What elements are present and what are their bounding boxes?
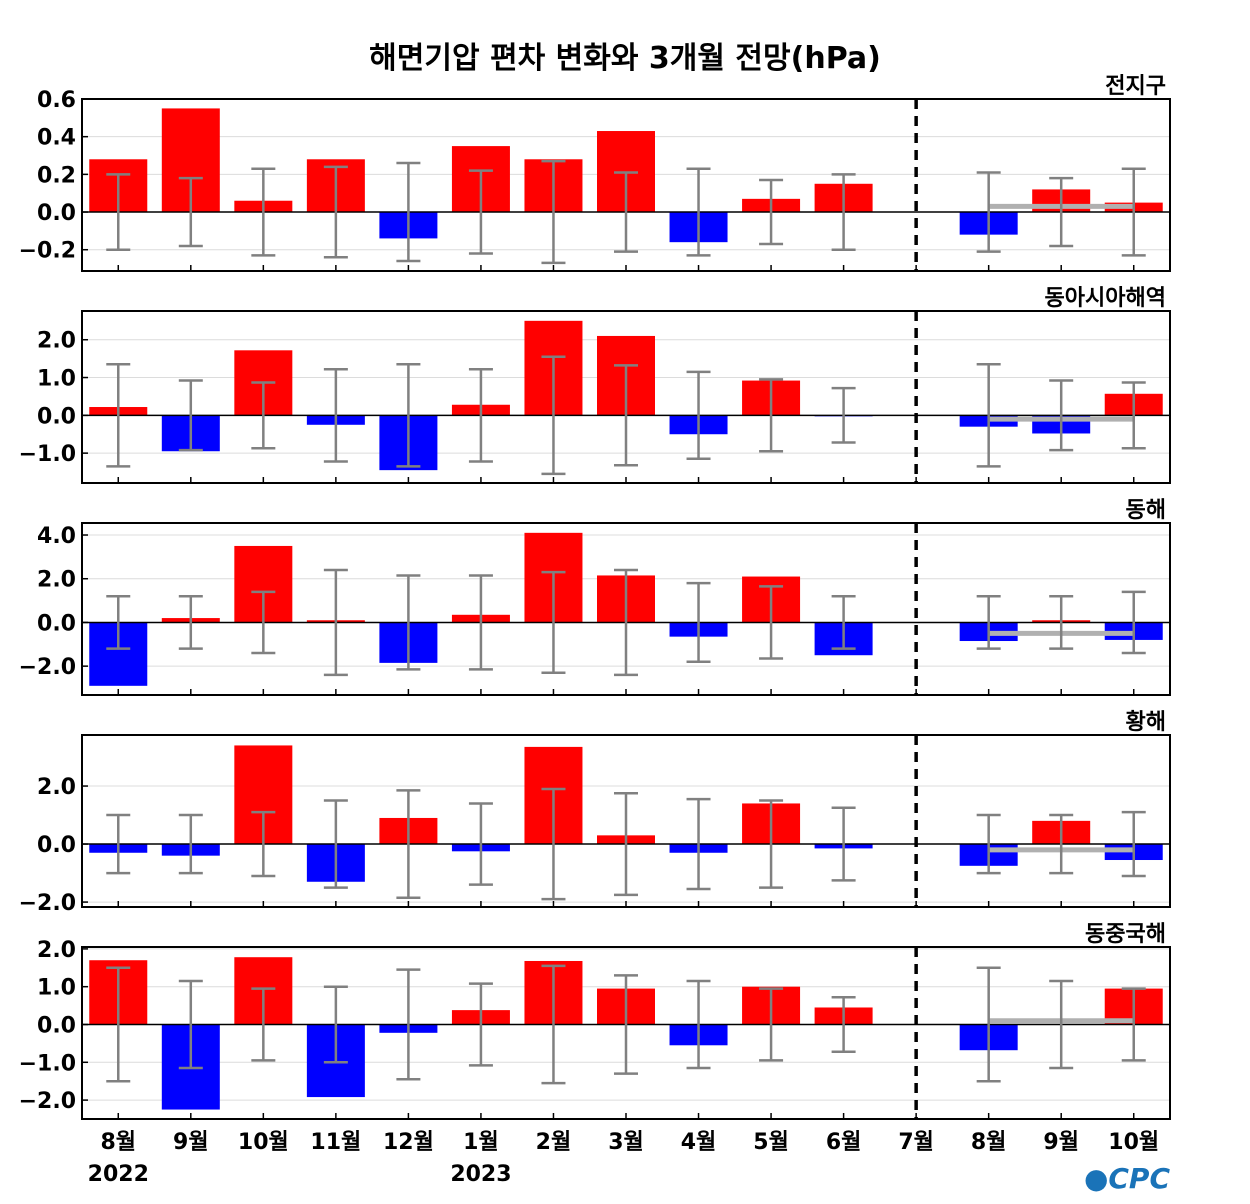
x-tick-label: 8월: [971, 1130, 1007, 1155]
x-tick-label: 5월: [753, 1130, 789, 1155]
panel-frame: [81, 98, 1171, 272]
y-tick-label: −2.0: [19, 655, 76, 680]
cpc-logo: ●CPC: [1084, 1162, 1171, 1195]
y-tick-label: −2.0: [19, 891, 76, 916]
y-tick-label: 2.0: [37, 329, 76, 354]
y-tick-label: 0.0: [37, 404, 76, 429]
panel-2: −2.0 0.0 2.0 4.0 동해: [19, 498, 1171, 696]
x-tick-label: 3월: [608, 1130, 644, 1155]
year-label: 2022: [88, 1162, 149, 1187]
panel-frame: [81, 310, 1171, 484]
y-tick-label: 0.0: [37, 611, 76, 636]
panel-name: 황해: [1126, 710, 1166, 735]
x-tick-label: 6월: [826, 1130, 862, 1155]
x-tick-label: 2월: [536, 1130, 572, 1155]
panel-frame: [81, 734, 1171, 908]
x-tick-label: 9월: [173, 1130, 209, 1155]
panel-3: −2.0 0.0 2.0 황해: [19, 710, 1171, 916]
y-tick-label: 0.4: [37, 126, 76, 151]
chart-title: 해면기압 편차 변화와 3개월 전망(hPa): [369, 41, 881, 76]
panel-name: 전지구: [1105, 74, 1166, 99]
y-tick-label: −1.0: [19, 442, 76, 467]
x-tick-label: 8월: [100, 1130, 136, 1155]
panel-4: −2.0 −1.0 0.0 1.0 2.0 동중국해: [19, 922, 1171, 1120]
y-tick-label: −0.2: [19, 239, 76, 264]
y-tick-label: 0.0: [37, 1013, 76, 1038]
panel-name: 동해: [1126, 498, 1166, 523]
year-label: 2023: [450, 1162, 511, 1187]
panel-name: 동중국해: [1085, 922, 1166, 947]
y-tick-label: 2.0: [37, 775, 76, 800]
y-tick-label: 4.0: [37, 524, 76, 549]
x-tick-label: 11월: [310, 1130, 361, 1155]
x-tick-label: 4월: [681, 1130, 717, 1155]
y-tick-label: 0.2: [37, 163, 76, 188]
x-tick-label: 12월: [383, 1130, 434, 1155]
panel-1: −1.0 0.0 1.0 2.0 동아시아해역: [19, 286, 1171, 484]
y-tick-label: 2.0: [37, 568, 76, 593]
panel-0: −0.2 0.0 0.2 0.4 0.6 전지구: [19, 74, 1171, 272]
panel-name: 동아시아해역: [1045, 286, 1166, 311]
y-tick-label: 1.0: [37, 367, 76, 392]
y-tick-label: 0.0: [37, 201, 76, 226]
x-tick-label: 10월: [238, 1130, 289, 1155]
x-tick-label: 7월: [898, 1130, 934, 1155]
x-tick-label: 1월: [463, 1130, 499, 1155]
x-tick-label: 9월: [1043, 1130, 1079, 1155]
y-tick-label: 0.6: [37, 88, 76, 113]
y-tick-label: −1.0: [19, 1051, 76, 1076]
y-tick-label: −2.0: [19, 1089, 76, 1114]
panel-frame: [81, 522, 1171, 696]
x-tick-label: 10월: [1108, 1130, 1159, 1155]
y-tick-label: 1.0: [37, 976, 76, 1001]
panel-frame: [81, 946, 1171, 1120]
y-tick-label: 2.0: [37, 938, 76, 963]
y-tick-label: 0.0: [37, 833, 76, 858]
